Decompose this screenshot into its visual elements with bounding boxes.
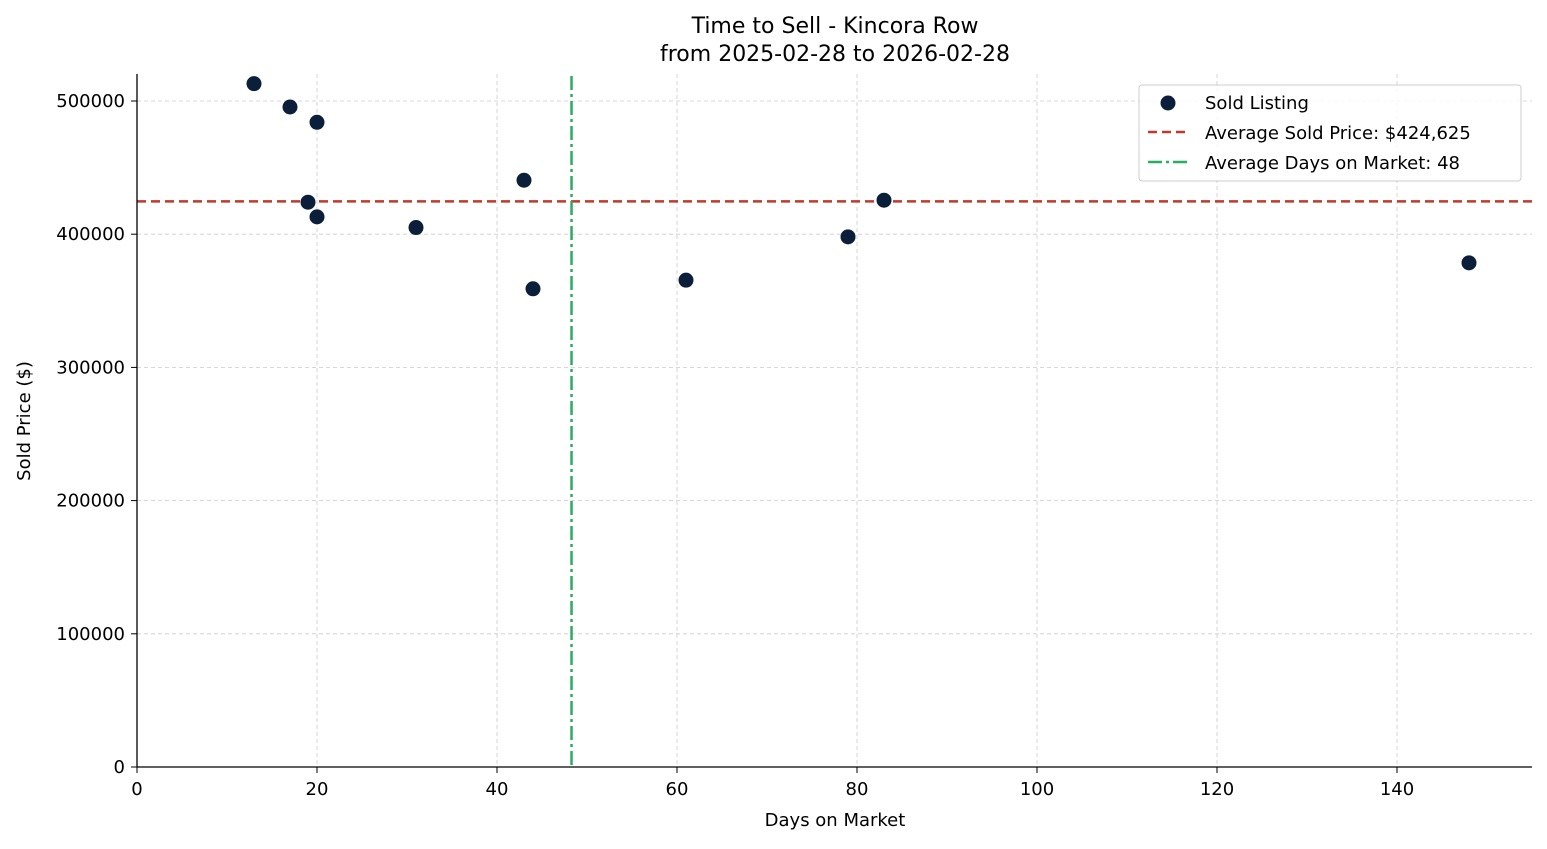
axis-ticks: 0 20 40 60 80 100 120 140 0 100000 200000 300000 400… bbox=[56, 91, 1414, 800]
chart-title: Time to Sell - Kincora Row bbox=[691, 14, 979, 39]
y-tick-label: 100000 bbox=[56, 624, 125, 645]
y-tick-label: 400000 bbox=[56, 224, 125, 245]
data-point bbox=[678, 272, 694, 288]
data-point bbox=[309, 209, 325, 225]
x-tick-label: 20 bbox=[306, 779, 329, 800]
legend-box bbox=[1138, 84, 1522, 182]
x-tick-label: 60 bbox=[666, 779, 689, 800]
x-axis-label: Days on Market bbox=[765, 810, 906, 831]
x-tick-label: 0 bbox=[131, 779, 142, 800]
reference-lines bbox=[137, 76, 1532, 767]
legend: Sold Listing Average Sold Price: $424,62… bbox=[1138, 84, 1522, 182]
data-point bbox=[282, 99, 298, 115]
data-point bbox=[408, 220, 424, 236]
x-tick-label: 140 bbox=[1380, 779, 1414, 800]
data-point bbox=[309, 114, 325, 130]
x-tick-label: 100 bbox=[1020, 779, 1054, 800]
x-tick-label: 120 bbox=[1200, 779, 1234, 800]
data-point bbox=[525, 281, 541, 297]
y-axis-label: Sold Price ($) bbox=[14, 361, 35, 481]
data-point bbox=[246, 76, 262, 92]
y-tick-label: 0 bbox=[114, 757, 125, 778]
legend-label-avg-price: Average Sold Price: $424,625 bbox=[1205, 123, 1471, 144]
data-point bbox=[876, 192, 892, 208]
x-tick-label: 80 bbox=[846, 779, 869, 800]
x-tick-label: 40 bbox=[486, 779, 509, 800]
data-point bbox=[840, 229, 856, 245]
legend-label-sold-listing: Sold Listing bbox=[1205, 93, 1309, 114]
y-tick-label: 500000 bbox=[56, 91, 125, 112]
legend-marker-sold-listing bbox=[1160, 95, 1176, 111]
legend-label-avg-days: Average Days on Market: 48 bbox=[1205, 153, 1460, 174]
data-point bbox=[516, 172, 532, 188]
data-point bbox=[1461, 255, 1477, 271]
chart-subtitle: from 2025-02-28 to 2026-02-28 bbox=[660, 42, 1010, 67]
data-point bbox=[300, 194, 316, 210]
y-tick-label: 200000 bbox=[56, 491, 125, 512]
y-tick-label: 300000 bbox=[56, 357, 125, 378]
data-points bbox=[246, 76, 1477, 297]
